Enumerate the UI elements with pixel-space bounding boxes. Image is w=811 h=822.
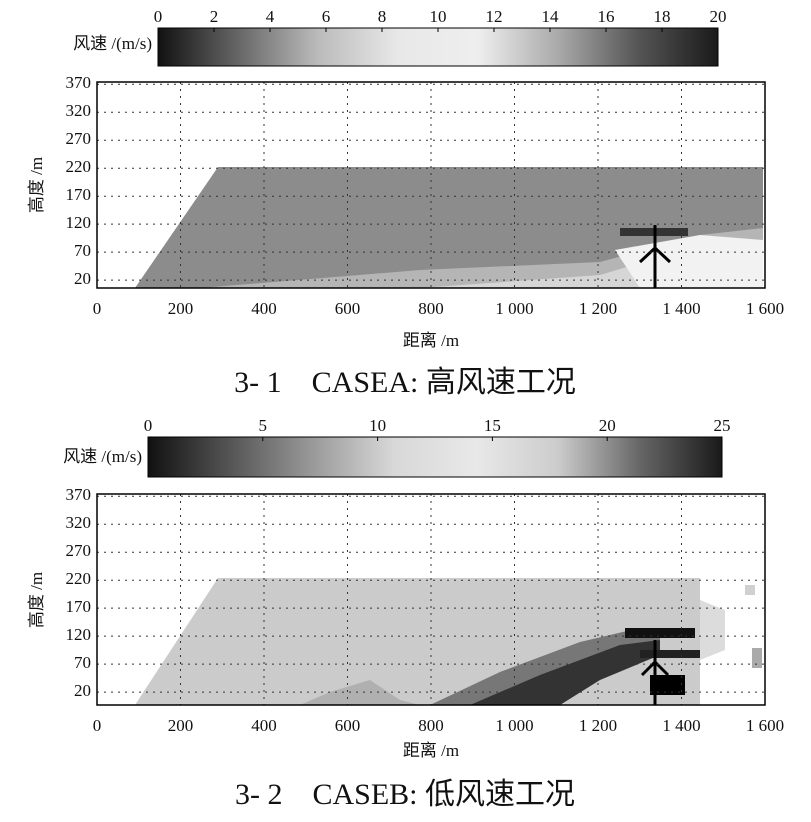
x-tick-label: 1 000 — [495, 299, 533, 318]
colorbar-tick-label: 10 — [369, 416, 386, 435]
y-tick-label: 270 — [66, 129, 92, 148]
plot-frame — [96, 493, 766, 706]
colorbar-tick-label: 0 — [154, 7, 163, 26]
y-axis-label: 高度 /m — [27, 157, 46, 213]
colorbar-tick-label: 20 — [710, 7, 727, 26]
colorbar-tick-label: 15 — [484, 416, 501, 435]
colorbar-tick-label: 18 — [654, 7, 671, 26]
x-tick-label: 200 — [168, 299, 194, 318]
colorbar-tick-label: 5 — [259, 416, 268, 435]
colorbar-tick-label: 14 — [542, 7, 560, 26]
y-tick-label: 170 — [66, 597, 92, 616]
colorbar — [157, 27, 719, 67]
colorbar-tick-label: 12 — [486, 7, 503, 26]
x-tick-label: 1 400 — [662, 299, 700, 318]
y-tick-label: 20 — [74, 269, 91, 288]
y-tick-label: 20 — [74, 681, 91, 700]
x-tick-label: 800 — [418, 716, 444, 735]
x-tick-label: 0 — [93, 716, 102, 735]
x-tick-label: 1 200 — [579, 716, 617, 735]
x-tick-label: 400 — [251, 299, 277, 318]
y-axis-label: 高度 /m — [27, 572, 46, 628]
y-tick-label: 220 — [66, 157, 92, 176]
x-tick-label: 1 600 — [746, 716, 784, 735]
colorbar-tick-label: 4 — [266, 7, 275, 26]
chart-title: 3- 2 CASEB: 低风速工况 — [235, 778, 575, 811]
x-tick-label: 1 600 — [746, 299, 784, 318]
x-tick-label: 1 400 — [662, 716, 700, 735]
plot-frame — [96, 81, 766, 289]
colorbar-label: 风速 /(m/s) — [63, 447, 142, 466]
y-tick-label: 120 — [66, 625, 92, 644]
colorbar-tick-label: 8 — [378, 7, 387, 26]
x-tick-label: 600 — [335, 299, 361, 318]
colorbar-tick-label: 20 — [599, 416, 616, 435]
colorbar-tick-label: 0 — [144, 416, 153, 435]
colorbar-label: 风速 /(m/s) — [73, 34, 152, 53]
y-tick-label: 370 — [66, 485, 92, 504]
y-tick-label: 170 — [66, 185, 92, 204]
y-tick-label: 320 — [66, 101, 92, 120]
colorbar-tick-label: 10 — [430, 7, 447, 26]
y-tick-label: 370 — [66, 73, 92, 92]
y-tick-label: 120 — [66, 213, 92, 232]
y-tick-label: 320 — [66, 513, 92, 532]
y-tick-label: 220 — [66, 569, 92, 588]
colorbar-tick-label: 25 — [714, 416, 731, 435]
x-tick-label: 200 — [168, 716, 194, 735]
chart-title: 3- 1 CASEA: 高风速工况 — [234, 366, 576, 399]
y-tick-label: 70 — [74, 653, 91, 672]
x-tick-label: 0 — [93, 299, 102, 318]
x-tick-label: 400 — [251, 716, 277, 735]
colorbar — [147, 436, 723, 478]
field — [135, 578, 762, 705]
y-tick-label: 70 — [74, 241, 91, 260]
colorbar-tick-label: 16 — [598, 7, 615, 26]
x-axis-label: 距离 /m — [403, 331, 459, 350]
x-tick-label: 1 200 — [579, 299, 617, 318]
y-tick-label: 270 — [66, 541, 92, 560]
x-tick-label: 1 000 — [495, 716, 533, 735]
colorbar-tick-label: 2 — [210, 7, 219, 26]
x-axis-label: 距离 /m — [403, 741, 459, 760]
field — [135, 167, 763, 288]
x-tick-label: 600 — [335, 716, 361, 735]
x-tick-label: 800 — [418, 299, 444, 318]
colorbar-tick-label: 6 — [322, 7, 331, 26]
